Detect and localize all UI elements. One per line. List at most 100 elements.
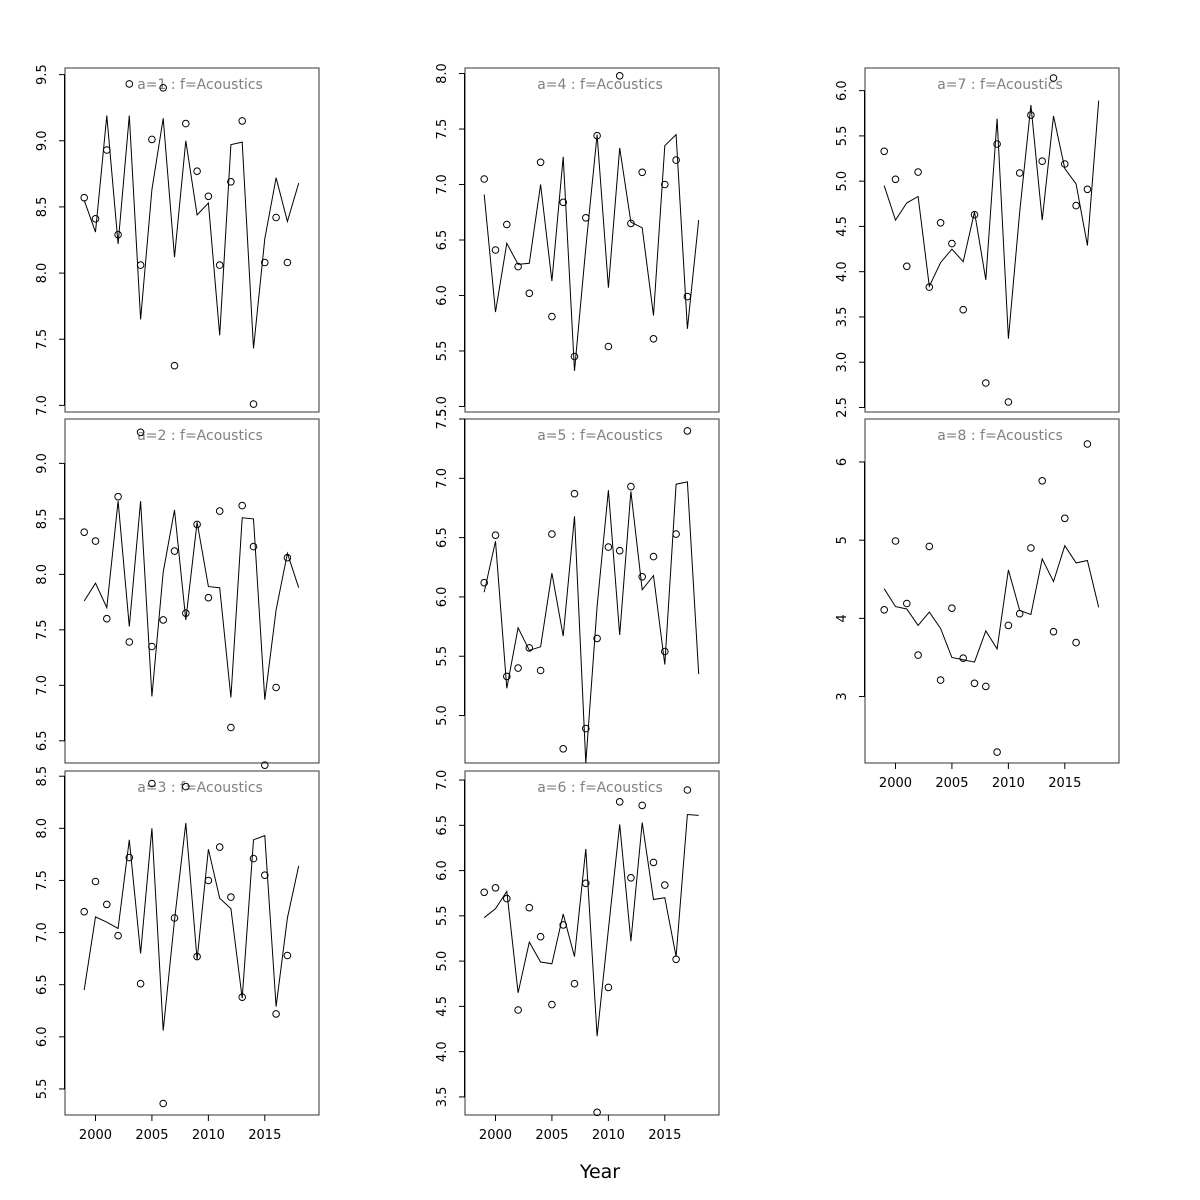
- y-tick-label: 5: [835, 536, 850, 544]
- x-tick-label: 2010: [192, 1128, 225, 1143]
- data-point: [272, 213, 280, 222]
- panel-title: a=2 : f=Acoustics: [137, 428, 263, 444]
- data-point: [661, 881, 669, 889]
- x-tick-label: 2010: [992, 776, 1025, 791]
- y-tick-label: 8.0: [35, 263, 50, 284]
- panel-a2: 6.5 7.0 7.5 8.0 8.5 9.0 a=2 : f=Acoustics: [35, 418, 320, 770]
- y-tick-label: 3.0: [835, 352, 850, 373]
- data-point: [525, 644, 534, 652]
- data-point: [1083, 440, 1092, 448]
- data-point: [272, 683, 280, 692]
- data-point: [215, 261, 224, 269]
- data-point: [238, 117, 246, 125]
- y-tick-label: 8.5: [35, 197, 50, 218]
- y-tick-label: 4.5: [435, 996, 450, 1017]
- data-point: [91, 537, 100, 545]
- panel-frame: [464, 418, 720, 764]
- data-point: [91, 215, 100, 223]
- data-point: [480, 888, 489, 897]
- data-point: [649, 552, 658, 561]
- data-point: [249, 542, 258, 551]
- panel-frame: [864, 67, 1120, 413]
- data-point: [272, 1010, 280, 1018]
- data-point: [238, 501, 246, 510]
- data-point: [925, 542, 934, 551]
- panel-a7: 2.5 3.0 3.5 4.0 4.5 5.0 5.5 6.0 a=7 : f=Acoustic…: [835, 67, 1120, 418]
- data-point: [159, 1099, 167, 1108]
- data-point: [261, 258, 269, 267]
- y-tick-label: 4.5: [835, 216, 850, 237]
- data-point: [672, 156, 680, 164]
- data-point: [536, 666, 545, 675]
- data-point: [638, 168, 647, 177]
- data-point: [125, 638, 134, 646]
- data-point: [559, 198, 568, 207]
- data-point: [593, 1108, 601, 1117]
- y-tick-label: 7.0: [435, 468, 450, 489]
- panel-title: a=8 : f=Acoustics: [937, 428, 1063, 444]
- y-tick-label: 5.5: [435, 905, 450, 926]
- data-point: [615, 72, 624, 80]
- data-point: [193, 952, 201, 961]
- data-point: [114, 230, 122, 239]
- y-tick-label: 9.5: [35, 64, 50, 85]
- fit-line: [883, 544, 1100, 663]
- x-tick-label: 2005: [935, 776, 968, 791]
- y-tick-label: 7.5: [35, 619, 50, 640]
- fit-line: [883, 100, 1100, 339]
- data-point: [880, 147, 889, 156]
- y-tick-label: 7.5: [435, 409, 450, 430]
- y-tick-label: 6.0: [835, 80, 850, 101]
- x-tick-label: 2015: [1048, 776, 1081, 791]
- data-point: [170, 361, 179, 370]
- panel-a5: 5.0 5.5 6.0 6.5 7.0 7.5 a=5 : f=Acoustics: [435, 409, 720, 764]
- data-point: [1072, 201, 1080, 210]
- data-point: [948, 239, 956, 248]
- data-point: [891, 175, 900, 184]
- y-tick-label: 2.5: [835, 397, 850, 418]
- y-tick-label: 3: [835, 692, 850, 700]
- fit-line: [83, 115, 300, 349]
- data-point: [204, 192, 213, 201]
- x-tick-label: 2015: [248, 1128, 281, 1143]
- data-point: [903, 262, 911, 271]
- data-point: [480, 175, 489, 183]
- data-point: [1027, 111, 1035, 119]
- data-point: [525, 903, 534, 912]
- data-point: [993, 748, 1001, 756]
- y-tick-label: 6.5: [435, 815, 450, 836]
- data-point: [182, 782, 190, 791]
- y-tick-label: 5.5: [435, 341, 450, 362]
- y-tick-label: 9.0: [35, 130, 50, 151]
- y-tick-label: 7.5: [435, 119, 450, 140]
- data-point: [638, 573, 647, 581]
- data-point: [148, 135, 156, 144]
- data-point: [638, 801, 647, 810]
- y-tick-label: 6.0: [435, 587, 450, 608]
- data-point: [249, 854, 258, 863]
- fit-line: [483, 481, 700, 764]
- panels: 7.0 7.5 8.0 8.5 9.0 9.5 a=1 : f=Acoustics 6.5 7.…: [35, 63, 1120, 1143]
- data-point: [80, 907, 88, 916]
- y-tick-label: 5.5: [435, 646, 450, 667]
- y-tick-label: 5.0: [435, 951, 450, 972]
- y-tick-label: 7.5: [35, 870, 50, 891]
- data-point: [480, 578, 489, 587]
- data-point: [959, 305, 968, 314]
- data-point: [514, 262, 522, 271]
- y-tick-label: 4: [835, 614, 850, 622]
- data-point: [982, 379, 990, 387]
- y-tick-label: 6: [835, 458, 850, 466]
- panel-frame: [464, 770, 720, 1116]
- data-point: [661, 647, 669, 656]
- panel-frame: [64, 418, 320, 764]
- data-point: [914, 651, 922, 659]
- panel-title: a=3 : f=Acoustics: [137, 780, 263, 796]
- data-point: [627, 874, 635, 882]
- data-point: [215, 843, 224, 851]
- y-tick-label: 7.0: [35, 922, 50, 943]
- data-point: [948, 604, 956, 613]
- data-point: [227, 178, 235, 186]
- y-tick-label: 7.0: [435, 770, 450, 791]
